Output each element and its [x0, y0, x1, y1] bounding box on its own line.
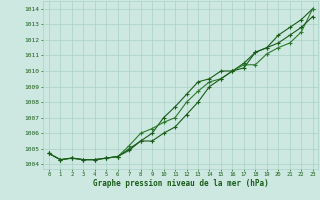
- X-axis label: Graphe pression niveau de la mer (hPa): Graphe pression niveau de la mer (hPa): [93, 179, 269, 188]
